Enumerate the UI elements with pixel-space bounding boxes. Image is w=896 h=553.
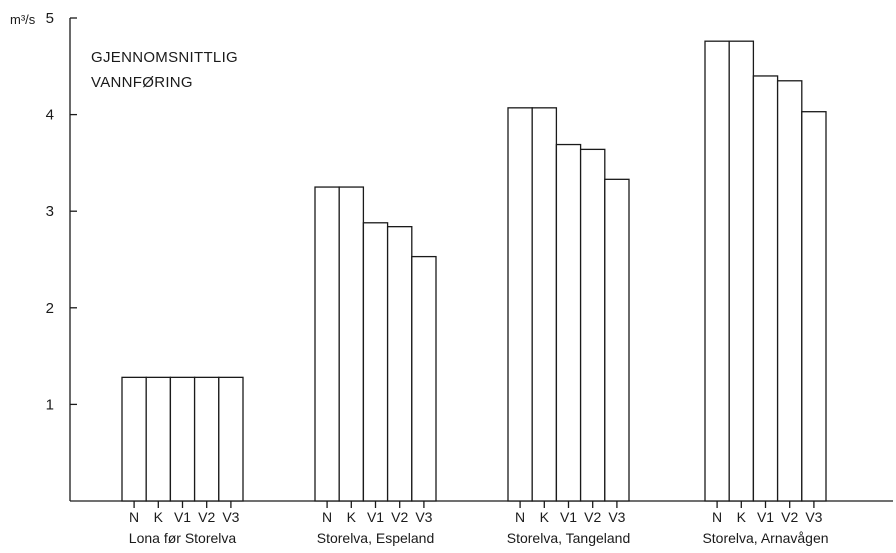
bar: [218, 376, 244, 502]
y-axis: 1 2 3 4 5: [46, 10, 77, 501]
bar: [169, 376, 196, 502]
bar-label: V1: [757, 509, 774, 525]
y-tick-label: 4: [46, 107, 54, 124]
bar: [704, 40, 730, 502]
bar: [531, 107, 558, 502]
bar: [507, 107, 533, 502]
bar-label: N: [322, 509, 332, 525]
y-tick-label: 2: [46, 300, 54, 317]
bar-label: V1: [174, 509, 191, 525]
category-label: Storelva, Espeland: [317, 530, 435, 546]
bar: [728, 40, 755, 502]
bar: [801, 111, 827, 502]
title-line-1: GJENNOMSNITTLIG: [91, 49, 238, 66]
bar-label: V3: [608, 509, 625, 525]
bar-label: K: [737, 509, 747, 525]
bar-label: V3: [805, 509, 822, 525]
bar-label: N: [515, 509, 525, 525]
bar: [362, 222, 389, 502]
bar-label: N: [129, 509, 139, 525]
bar: [604, 178, 630, 502]
bar: [121, 376, 147, 502]
bar: [752, 75, 779, 502]
bar-label: V1: [560, 509, 577, 525]
y-tick-label: 1: [46, 396, 54, 413]
bar-label: V2: [198, 509, 215, 525]
category-label: Storelva, Arnavågen: [702, 530, 828, 546]
bars: [121, 40, 827, 502]
bar-label: V3: [415, 509, 432, 525]
bar: [145, 376, 172, 502]
bar-label: V2: [391, 509, 408, 525]
bar-label: V2: [584, 509, 601, 525]
bar: [386, 226, 413, 502]
bar: [193, 376, 220, 502]
bar-label: V1: [367, 509, 384, 525]
chart-title: GJENNOMSNITTLIG VANNFØRING: [91, 49, 238, 91]
bar: [411, 255, 437, 502]
y-unit-label: m³/s: [10, 12, 36, 27]
bar-label: V3: [222, 509, 239, 525]
bar-label: K: [540, 509, 550, 525]
bar: [579, 148, 606, 502]
bar: [314, 186, 340, 502]
bar-label: K: [347, 509, 357, 525]
bar: [338, 186, 365, 502]
bar-label: K: [154, 509, 164, 525]
x-axis: [70, 500, 893, 508]
y-tick-label: 3: [46, 203, 54, 220]
category-label: Lona før Storelva: [129, 530, 237, 546]
bar-label: V2: [781, 509, 798, 525]
bar: [776, 80, 803, 502]
bar-label: N: [712, 509, 722, 525]
title-line-2: VANNFØRING: [91, 74, 193, 91]
category-label: Storelva, Tangeland: [507, 530, 631, 546]
y-tick-label: 5: [46, 10, 54, 27]
bar: [555, 143, 582, 502]
